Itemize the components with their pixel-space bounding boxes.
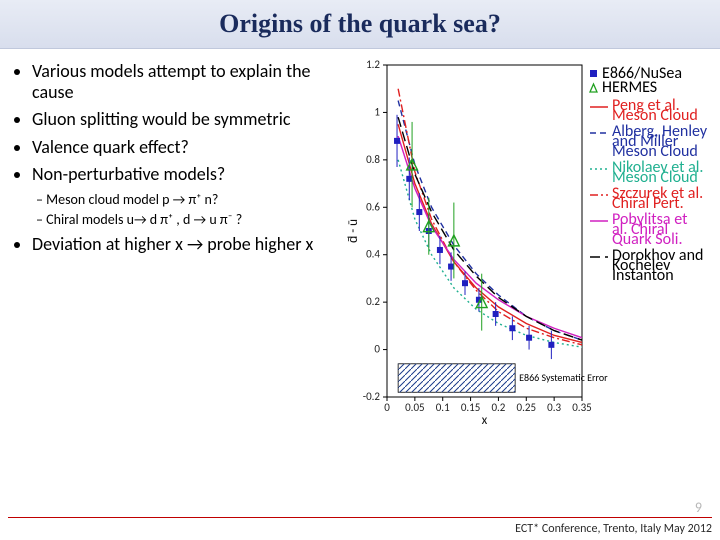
svg-text:0.8: 0.8 [366, 153, 380, 166]
bullets-panel: Various models attempt to explain the ca… [10, 57, 345, 432]
bullet-item: Non-perturbative models? [32, 164, 339, 185]
svg-text:HERMES: HERMES [602, 78, 657, 97]
svg-text:0: 0 [384, 401, 390, 414]
dbar-ubar-chart: 00.050.10.150.20.250.30.35-0.200.20.40.6… [345, 57, 710, 427]
svg-text:0: 0 [374, 343, 380, 356]
footer-line [8, 517, 712, 518]
sub-bullet-list: Meson cloud model p → π⁺ n? Chiral model… [10, 191, 339, 228]
bullet-item: Gluon splitting would be symmetric [32, 109, 339, 130]
bullet-list: Various models attempt to explain the ca… [10, 61, 339, 185]
slide-title: Origins of the quark sea? [219, 9, 501, 39]
bullet-item: Deviation at higher x → probe higher x [32, 234, 339, 255]
svg-text:0.35: 0.35 [572, 401, 592, 414]
svg-text:0.25: 0.25 [517, 401, 537, 414]
footer: 9 ECT* Conference, Trento, Italy May 201… [0, 510, 720, 540]
svg-text:0.1: 0.1 [436, 401, 450, 414]
svg-text:Instanton: Instanton [612, 266, 674, 285]
content-area: Various models attempt to explain the ca… [0, 49, 720, 432]
svg-text:0.05: 0.05 [405, 401, 425, 414]
svg-text:0.3: 0.3 [547, 401, 561, 414]
chart-panel: 00.050.10.150.20.250.30.35-0.200.20.40.6… [345, 57, 710, 432]
sub-bullet-item: Meson cloud model p → π⁺ n? [36, 191, 339, 208]
svg-text:E866 Systematic Error: E866 Systematic Error [519, 371, 608, 384]
svg-text:0.15: 0.15 [461, 401, 481, 414]
footer-text: ECT* Conference, Trento, Italy May 2012 [515, 522, 712, 536]
svg-text:x: x [482, 413, 488, 427]
svg-text:0.2: 0.2 [491, 401, 505, 414]
svg-text:0.4: 0.4 [366, 248, 380, 261]
svg-text:-0.2: -0.2 [363, 390, 381, 403]
sub-bullet-item: Chiral models u→ d π⁺ , d → u π⁻ ? [36, 211, 339, 228]
bullet-list-2: Deviation at higher x → probe higher x [10, 234, 339, 255]
bullet-item: Valence quark effect? [32, 137, 339, 158]
svg-text:1: 1 [374, 105, 380, 118]
svg-text:1.2: 1.2 [366, 58, 380, 71]
title-bar: Origins of the quark sea? [0, 0, 720, 49]
bullet-item: Various models attempt to explain the ca… [32, 61, 339, 103]
svg-text:0.2: 0.2 [366, 295, 380, 308]
svg-text:0.6: 0.6 [366, 200, 380, 213]
svg-text:d̄ - ū: d̄ - ū [346, 219, 361, 243]
page-number: 9 [695, 499, 702, 516]
